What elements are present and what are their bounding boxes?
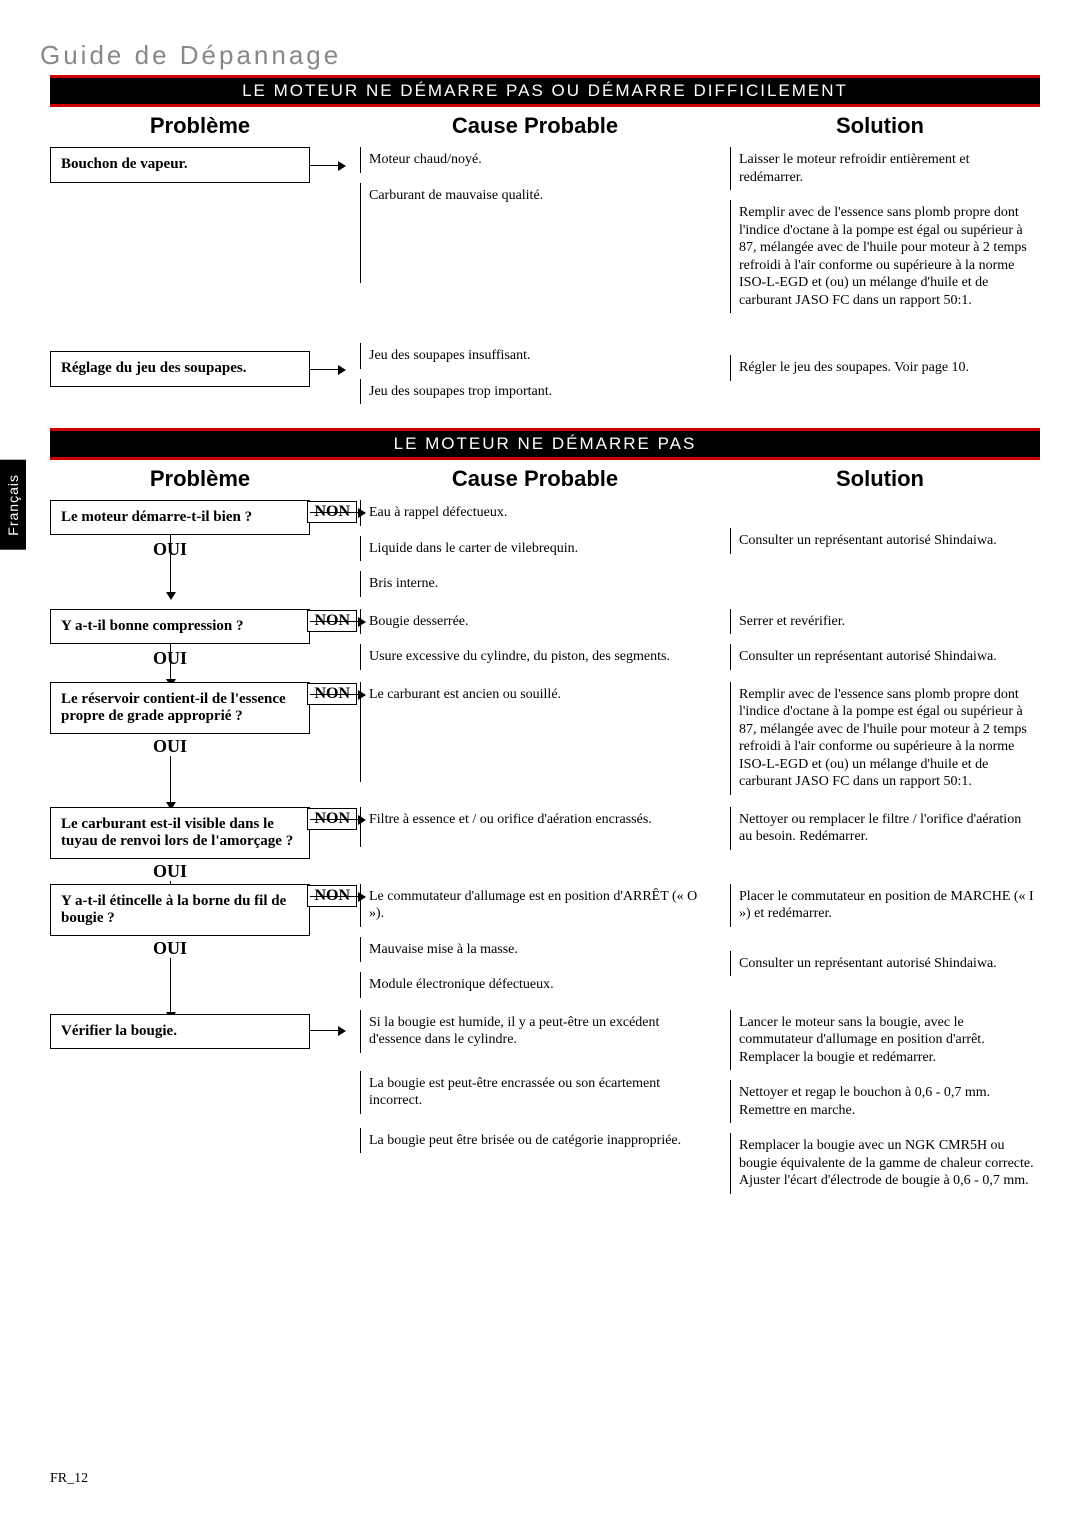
problem-box: Y a-t-il bonne compression ? NON (50, 609, 310, 644)
header-cause: Cause Probable (350, 466, 720, 492)
cause-item: Moteur chaud/noyé. (360, 147, 720, 173)
cause-item: La bougie peut être brisée ou de catégor… (360, 1128, 720, 1154)
solution-item: Lancer le moteur sans la bougie, avec le… (730, 1010, 1040, 1071)
problem-box: Le moteur démarre-t-il bien ? NON (50, 500, 310, 535)
cause-item: Usure excessive du cylindre, du piston, … (360, 644, 720, 670)
section1-bar: LE MOTEUR NE DÉMARRE PAS OU DÉMARRE DIFF… (50, 75, 1040, 107)
cause-item: Eau à rappel défectueux. (360, 500, 720, 526)
flow-step: Y a-t-il bonne compression ? NON OUI Bou… (50, 609, 1040, 680)
solution-item: Nettoyer ou remplacer le filtre / l'orif… (730, 807, 1040, 850)
problem-box: Y a-t-il étincelle à la borne du fil de … (50, 884, 310, 936)
header-solution: Solution (720, 113, 1040, 139)
solution-item: Régler le jeu des soupapes. Voir page 10… (730, 355, 1040, 381)
section2-bar: LE MOTEUR NE DÉMARRE PAS (50, 428, 1040, 460)
header-problem: Problème (50, 466, 350, 492)
cause-item: Jeu des soupapes trop important. (360, 379, 720, 405)
cause-item: Module électronique défectueux. (360, 972, 720, 998)
solution-item: Remplir avec de l'essence sans plomb pro… (730, 682, 1040, 795)
flow-step: Le réservoir contient-il de l'essence pr… (50, 682, 1040, 805)
cause-item: Bris interne. (360, 571, 720, 597)
cause-item: Carburant de mauvaise qualité. (360, 183, 720, 283)
flow-step: Vérifier la bougie. Si la bougie est hum… (50, 1010, 1040, 1204)
problem-box: Bouchon de vapeur. (50, 147, 310, 183)
column-headers: Problème Cause Probable Solution (50, 113, 1040, 139)
solution-item: Consulter un représentant autorisé Shind… (730, 644, 1040, 670)
problem-text: Le réservoir contient-il de l'essence pr… (61, 691, 286, 724)
cause-item: Si la bougie est humide, il y a peut-êtr… (360, 1010, 720, 1053)
flow-step: Le carburant est-il visible dans le tuya… (50, 807, 1040, 882)
oui-label: OUI (110, 736, 230, 757)
cause-item: Liquide dans le carter de vilebrequin. (360, 536, 720, 562)
flow-step: Le moteur démarre-t-il bien ? NON OUI Ea… (50, 500, 1040, 607)
oui-label: OUI (110, 938, 230, 959)
problem-box: Le carburant est-il visible dans le tuya… (50, 807, 310, 859)
cause-item: Mauvaise mise à la masse. (360, 937, 720, 963)
problem-box: Vérifier la bougie. (50, 1014, 310, 1049)
problem-text: Vérifier la bougie. (61, 1023, 177, 1039)
solution-item: Placer le commutateur en position de MAR… (730, 884, 1040, 927)
solution-item: Remplir avec de l'essence sans plomb pro… (730, 200, 1040, 313)
cause-item: Le carburant est ancien ou souillé. (360, 682, 720, 782)
problem-text: Y a-t-il bonne compression ? (61, 618, 244, 634)
page-title: Guide de Dépannage (40, 40, 1040, 71)
header-problem: Problème (50, 113, 350, 139)
solution-item: Remplacer la bougie avec un NGK CMR5H ou… (730, 1133, 1040, 1194)
problem-box: Réglage du jeu des soupapes. (50, 351, 310, 387)
s1-row: Bouchon de vapeur. Moteur chaud/noyé. Ca… (50, 147, 1040, 323)
solution-item: Nettoyer et regap le bouchon à 0,6 - 0,7… (730, 1080, 1040, 1123)
problem-text: Le carburant est-il visible dans le tuya… (61, 816, 293, 849)
s1-row: Réglage du jeu des soupapes. Jeu des sou… (50, 343, 1040, 414)
cause-item: Le commutateur d'allumage est en positio… (360, 884, 720, 927)
column-headers: Problème Cause Probable Solution (50, 466, 1040, 492)
problem-text: Bouchon de vapeur. (61, 156, 188, 172)
oui-label: OUI (110, 861, 230, 882)
header-cause: Cause Probable (350, 113, 720, 139)
cause-item: Bougie desserrée. (360, 609, 720, 635)
problem-text: Réglage du jeu des soupapes. (61, 360, 246, 376)
solution-item: Serrer et revérifier. (730, 609, 1040, 635)
problem-text: Le moteur démarre-t-il bien ? (61, 509, 252, 525)
problem-box: Le réservoir contient-il de l'essence pr… (50, 682, 310, 734)
flow-step: Y a-t-il étincelle à la borne du fil de … (50, 884, 1040, 1008)
cause-item: Jeu des soupapes insuffisant. (360, 343, 720, 369)
solution-item: Consulter un représentant autorisé Shind… (730, 951, 1040, 977)
solution-item: Consulter un représentant autorisé Shind… (730, 528, 1040, 554)
cause-item: Filtre à essence et / ou orifice d'aérat… (360, 807, 720, 847)
language-tab: Français (0, 460, 26, 550)
cause-item: La bougie est peut-être encrassée ou son… (360, 1071, 720, 1114)
page-number: FR_12 (50, 1471, 88, 1487)
problem-text: Y a-t-il étincelle à la borne du fil de … (61, 893, 286, 926)
solution-item: Laisser le moteur refroidir entièrement … (730, 147, 1040, 190)
header-solution: Solution (720, 466, 1040, 492)
